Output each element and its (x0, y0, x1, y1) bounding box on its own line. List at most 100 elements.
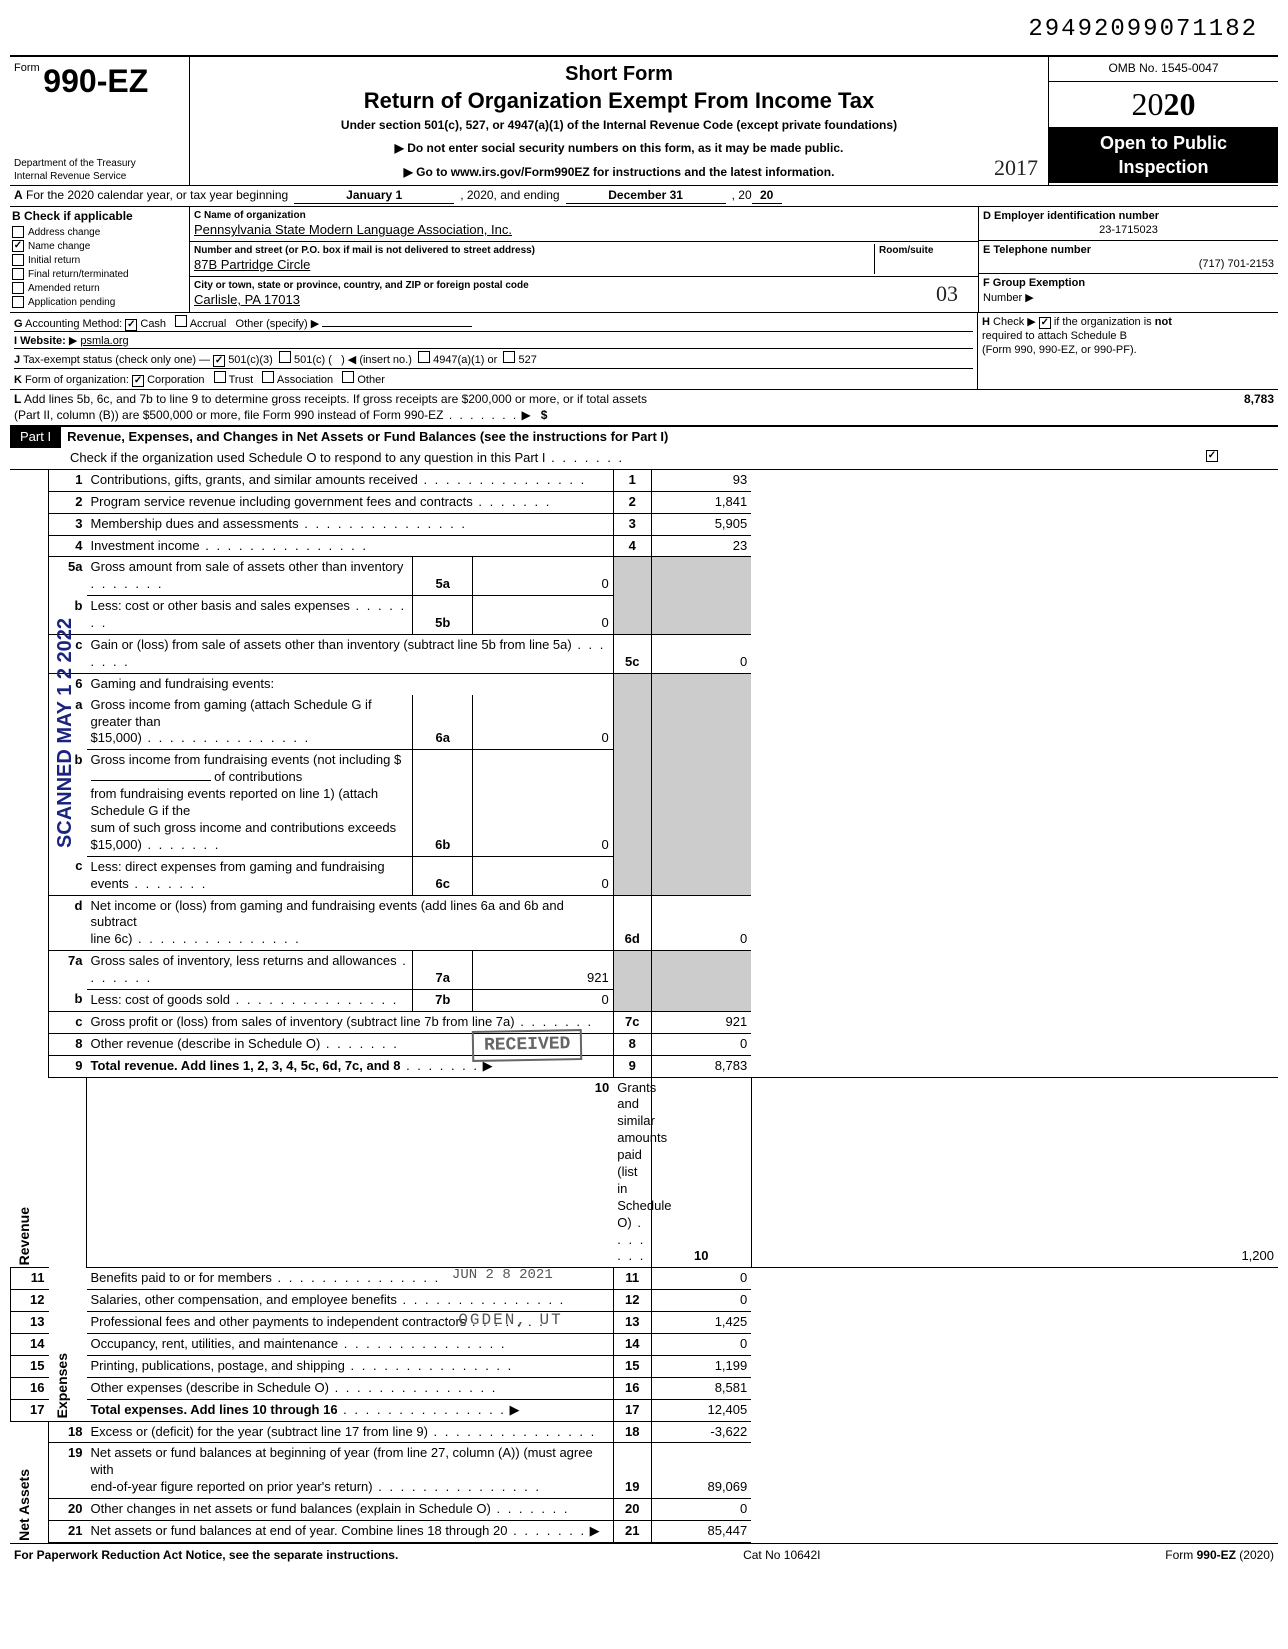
section-c: C Name of organization Pennsylvania Stat… (190, 207, 978, 312)
line-13-val: 1,425 (651, 1312, 751, 1334)
line-1-val: 93 (651, 470, 751, 491)
received-stamp: RECEIVED (472, 1029, 583, 1062)
entity-block: B Check if applicable Address change ✓Na… (10, 207, 1278, 313)
phone: (717) 701-2153 (983, 257, 1274, 271)
footer-form: Form 990-EZ (2020) (1165, 1548, 1274, 1564)
line-3-val: 5,905 (651, 513, 751, 535)
part-i-check: Check if the organization used Schedule … (10, 448, 1278, 470)
cb-trust[interactable] (214, 371, 226, 383)
cb-corporation[interactable]: ✓ (132, 375, 144, 387)
line-19-val: 89,069 (651, 1443, 751, 1499)
line-11-val: 0 (651, 1268, 751, 1290)
document-number: 29492099071182 (10, 10, 1278, 55)
line-9-val: 8,783 (651, 1055, 751, 1077)
line-8-val: 0 (651, 1033, 751, 1055)
cb-accrual[interactable] (175, 315, 187, 327)
cb-association[interactable] (262, 371, 274, 383)
cb-other-org[interactable] (342, 371, 354, 383)
scanned-stamp: SCANNED MAY 1 2 2022 (52, 618, 78, 848)
footer-paperwork: For Paperwork Reduction Act Notice, see … (14, 1548, 398, 1564)
line-4-val: 23 (651, 535, 751, 557)
cb-address-change[interactable] (12, 226, 24, 238)
cb-501c3[interactable]: ✓ (213, 355, 225, 367)
instr-ssn: Do not enter social security numbers on … (194, 141, 1044, 157)
ein-label: D Employer identification number (983, 209, 1274, 223)
org-name-label: C Name of organization (194, 209, 974, 222)
stamp-ogden: OGDEN, UT (458, 1310, 562, 1331)
line-14-val: 0 (651, 1333, 751, 1355)
form-header: Form 990-EZ Department of the Treasury I… (10, 55, 1278, 185)
line-17-val: 12,405 (651, 1399, 751, 1421)
line-20-val: 0 (651, 1499, 751, 1521)
row-l: L Add lines 5b, 6c, and 7b to line 9 to … (10, 390, 1278, 427)
hand-room: 03 (936, 280, 958, 309)
cb-schedule-o[interactable]: ✓ (1206, 450, 1218, 462)
ein: 23-1715023 (983, 223, 1274, 237)
line-5b-val: 0 (473, 596, 613, 634)
section-b: B Check if applicable Address change ✓Na… (10, 207, 190, 312)
form-label: Form (14, 62, 40, 74)
cb-initial-return[interactable] (12, 254, 24, 266)
tax-year: 2020 (1049, 82, 1278, 129)
instr-url: Go to www.irs.gov/Form990EZ for instruct… (194, 165, 1044, 181)
line-5c-val: 0 (651, 635, 751, 674)
title-return: Return of Organization Exempt From Incom… (194, 87, 1044, 116)
lines-table: Revenue 1 Contributions, gifts, grants, … (10, 470, 1278, 1543)
line-6b-val: 0 (473, 750, 613, 855)
cb-501c[interactable] (279, 351, 291, 363)
website: psmla.org (80, 335, 128, 347)
cb-4947[interactable] (418, 351, 430, 363)
footer: For Paperwork Reduction Act Notice, see … (10, 1543, 1278, 1568)
cb-final-return[interactable] (12, 268, 24, 280)
org-name[interactable]: Pennsylvania State Modern Language Assoc… (194, 222, 974, 239)
line-7a-val: 921 (473, 951, 613, 989)
city-label: City or town, state or province, country… (194, 279, 974, 292)
inspection: Inspection (1053, 156, 1274, 179)
omb-number: OMB No. 1545-0047 (1049, 57, 1278, 82)
section-d-e-f: D Employer identification number 23-1715… (978, 207, 1278, 312)
line-6d-val: 0 (651, 895, 751, 951)
line-5a-val: 0 (473, 557, 613, 595)
dept-irs: Internal Revenue Service (14, 170, 136, 183)
year-end[interactable]: December 31 (566, 188, 726, 205)
org-address[interactable]: 87B Partridge Circle (194, 257, 874, 274)
footer-cat: Cat No 10642I (743, 1548, 820, 1564)
line-21-val: 85,447 (651, 1521, 751, 1543)
phone-label: E Telephone number (983, 243, 1274, 257)
subtitle: Under section 501(c), 527, or 4947(a)(1)… (194, 118, 1044, 134)
line-7b-val: 0 (473, 990, 613, 1011)
cb-amended-return[interactable] (12, 282, 24, 294)
dept-treasury: Department of the Treasury (14, 157, 136, 170)
title-short-form: Short Form (194, 61, 1044, 87)
line-10-val: 1,200 (751, 1077, 1278, 1268)
line-7c-val: 921 (651, 1011, 751, 1033)
cb-name-change[interactable]: ✓ (12, 240, 24, 252)
line-16-val: 8,581 (651, 1377, 751, 1399)
open-to-public: Open to Public (1053, 132, 1274, 155)
cb-no-schedule-b[interactable]: ✓ (1039, 317, 1051, 329)
form-number: 990-EZ (43, 63, 148, 99)
group-label: F Group Exemption (983, 277, 1085, 289)
side-revenue: Revenue (15, 1207, 33, 1265)
room-label: Room/suite (879, 244, 974, 257)
year-begin[interactable]: January 1 (294, 188, 454, 205)
line-6a-val: 0 (473, 695, 613, 750)
cb-cash[interactable]: ✓ (125, 319, 137, 331)
side-expenses: Expenses (53, 1353, 71, 1418)
org-city[interactable]: Carlisle, PA 17013 (194, 292, 974, 309)
cb-527[interactable] (503, 351, 515, 363)
line-18-val: -3,622 (651, 1421, 751, 1443)
cb-application-pending[interactable] (12, 296, 24, 308)
year-end-yy[interactable]: 20 (752, 188, 782, 205)
line-12-val: 0 (651, 1290, 751, 1312)
gross-receipts: 8,783 (1174, 392, 1274, 423)
line-6c-val: 0 (473, 857, 613, 895)
side-net-assets: Net Assets (15, 1469, 33, 1541)
hand-year: 2017 (994, 154, 1038, 183)
line-15-val: 1,199 (651, 1355, 751, 1377)
line-2-val: 1,841 (651, 491, 751, 513)
part-i-header: Part I Revenue, Expenses, and Changes in… (10, 427, 1278, 448)
stamp-date: JUN 2 8 2021 (452, 1266, 553, 1284)
row-a-tax-year: A For the 2020 calendar year, or tax yea… (10, 186, 1278, 208)
meta-rows: G Accounting Method: ✓ Cash Accrual Othe… (10, 313, 1278, 390)
